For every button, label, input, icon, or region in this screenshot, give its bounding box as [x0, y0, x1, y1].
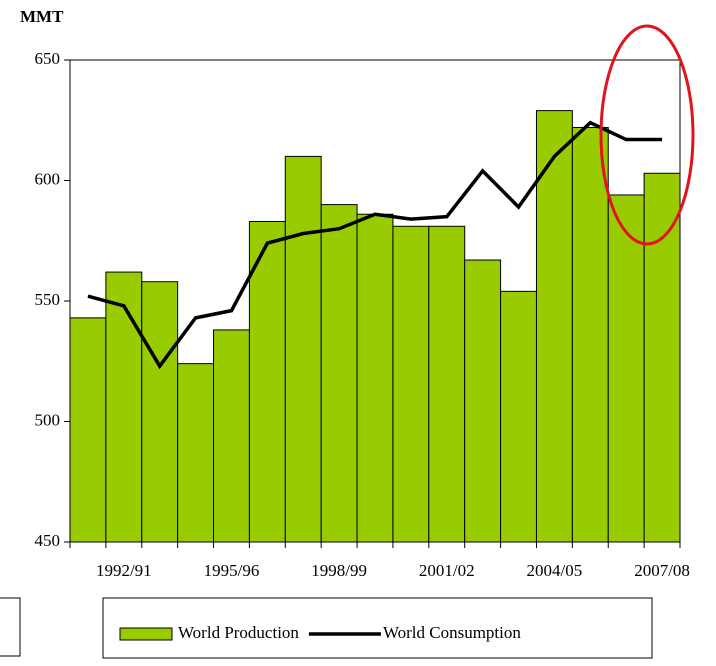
legend-label: World Production — [178, 623, 299, 642]
x-tick-label: 2001/02 — [419, 561, 475, 580]
line — [87, 120, 663, 370]
x-tick-label: 2004/05 — [527, 561, 583, 580]
clipped-box — [0, 597, 21, 657]
y-axis-label: MMT — [20, 7, 64, 26]
y-tick-label: 600 — [35, 169, 61, 188]
y-tick-label: 450 — [35, 531, 61, 550]
bar — [141, 281, 179, 543]
legend-label: World Consumption — [383, 623, 521, 642]
bar — [177, 363, 215, 543]
bar — [213, 329, 250, 543]
legend-swatch — [119, 627, 173, 641]
bar — [69, 317, 107, 543]
bar — [320, 204, 358, 543]
highlight-circle — [599, 24, 695, 246]
bar — [356, 213, 394, 543]
bar — [284, 155, 322, 543]
bar — [643, 172, 681, 543]
x-tick-label: 1995/96 — [204, 561, 260, 580]
bar — [428, 225, 466, 543]
x-tick-label: 1992/91 — [96, 561, 152, 580]
legend-box — [102, 597, 653, 659]
y-tick-label: 500 — [35, 410, 61, 429]
y-tick-label: 650 — [35, 49, 61, 68]
bar — [535, 110, 573, 543]
bar — [248, 220, 286, 543]
bar — [571, 126, 609, 543]
bar — [500, 290, 537, 543]
x-tick-label: 2007/08 — [634, 561, 690, 580]
bar — [392, 225, 430, 543]
bar — [105, 271, 143, 543]
x-tick-label: 1998/99 — [311, 561, 367, 580]
bar — [607, 194, 645, 543]
bar — [464, 259, 502, 543]
y-tick-label: 550 — [35, 290, 61, 309]
